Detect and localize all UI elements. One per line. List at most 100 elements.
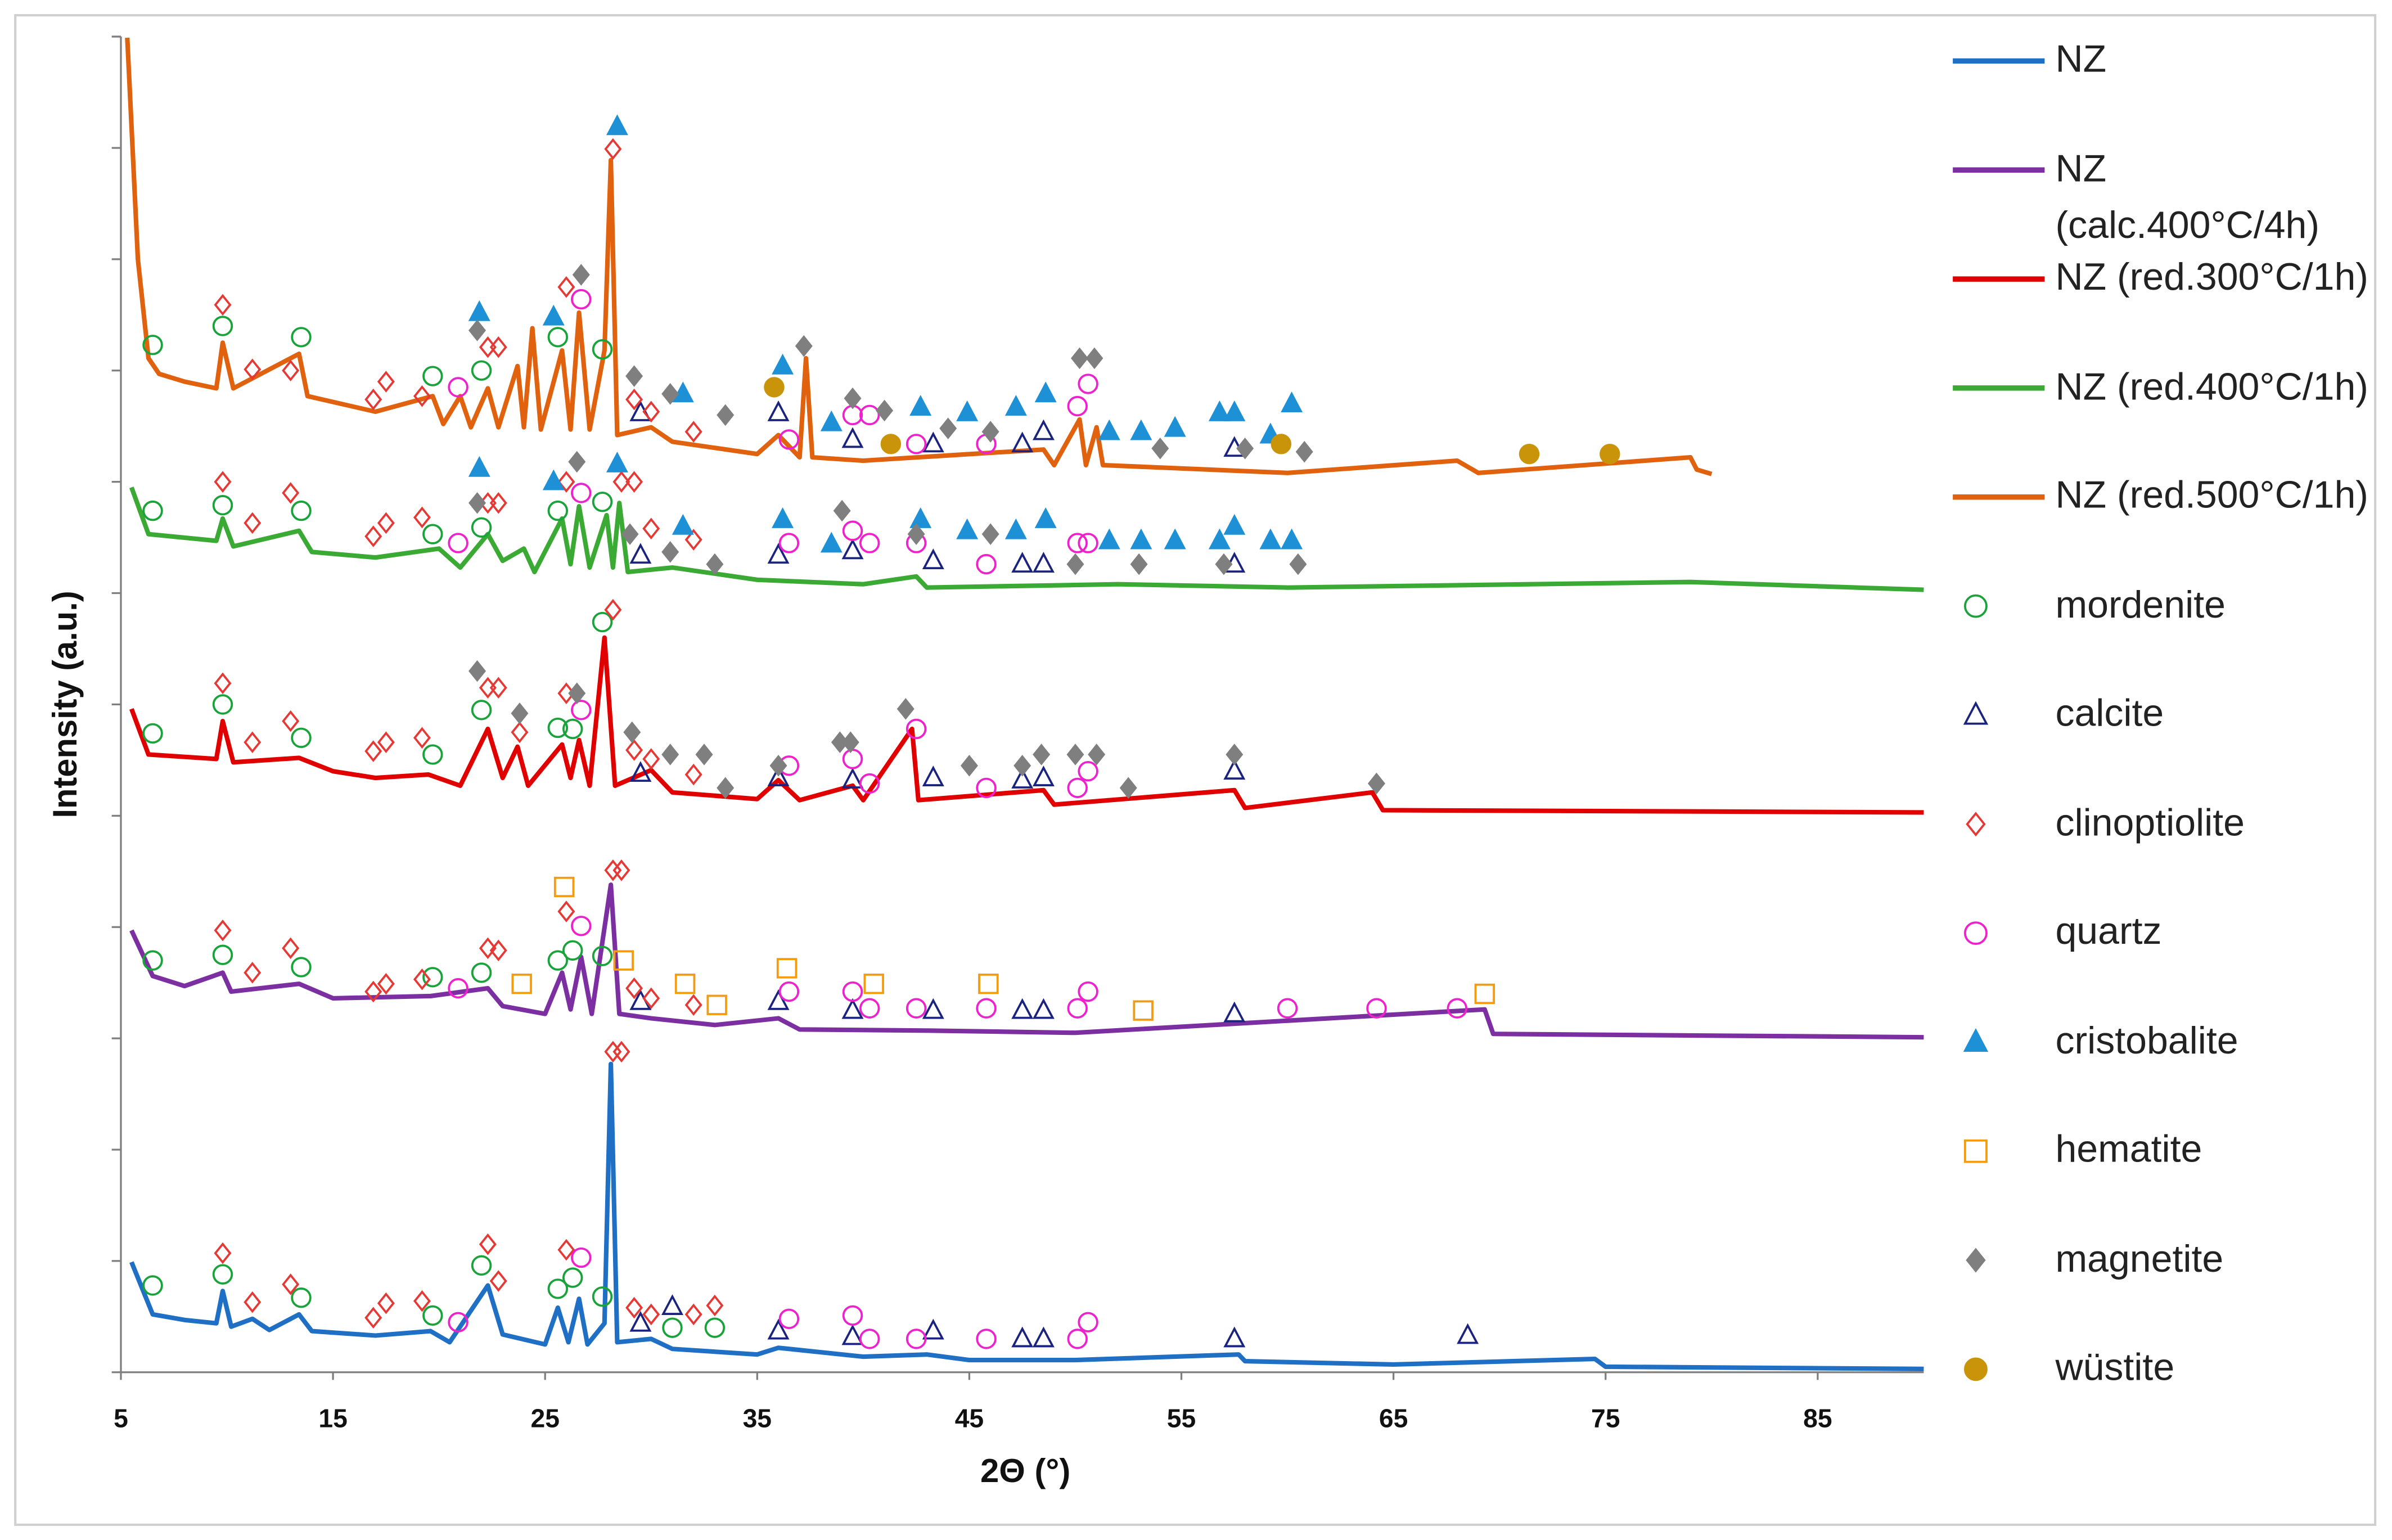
phase-marker xyxy=(897,698,915,720)
phase-marker xyxy=(976,1329,997,1349)
phase-marker xyxy=(1223,400,1246,421)
phase-marker xyxy=(1011,998,1034,1019)
x-tick-label: 65 xyxy=(1379,1403,1408,1433)
phase-marker xyxy=(859,533,880,553)
phase-marker xyxy=(956,518,979,539)
phase-marker xyxy=(413,1290,431,1312)
phase-marker xyxy=(909,395,932,416)
phase-marker xyxy=(841,427,864,448)
phase-marker xyxy=(625,977,643,999)
phase-marker xyxy=(684,529,702,551)
phase-marker xyxy=(1078,981,1098,1002)
phase-marker xyxy=(448,1312,469,1332)
phase-marker xyxy=(489,492,507,514)
phase-marker xyxy=(841,731,859,754)
phase-marker xyxy=(844,387,862,409)
phase-marker xyxy=(922,998,944,1019)
phase-marker xyxy=(772,507,794,528)
phase-marker xyxy=(764,377,785,398)
legend-label: NZ (red.400°C/1h) xyxy=(2055,365,2368,408)
phase-marker xyxy=(778,981,800,1002)
phase-marker xyxy=(562,1267,583,1288)
legend-label: hematite xyxy=(2055,1128,2202,1171)
phase-marker xyxy=(244,1291,262,1313)
phase-marker xyxy=(960,754,978,777)
phase-marker xyxy=(767,989,790,1010)
phase-marker xyxy=(674,973,696,994)
phase-marker xyxy=(1215,553,1233,575)
phase-marker xyxy=(471,517,492,538)
phase-marker xyxy=(1119,777,1137,799)
phase-marker xyxy=(542,469,565,490)
phase-marker xyxy=(772,353,794,375)
x-tick-label: 55 xyxy=(1167,1403,1196,1433)
phase-marker xyxy=(778,429,800,450)
phase-marker xyxy=(642,748,660,770)
phase-marker xyxy=(1367,772,1385,795)
phase-marker xyxy=(661,541,679,563)
phase-marker xyxy=(1271,434,1292,454)
phase-marker xyxy=(684,763,702,786)
phase-marker xyxy=(568,451,586,473)
phase-marker xyxy=(547,717,569,739)
phase-marker xyxy=(841,998,864,1019)
phase-marker xyxy=(1281,391,1303,413)
legend-label: clinoptiolite xyxy=(2055,801,2245,844)
phase-marker xyxy=(1151,437,1169,460)
phase-marker xyxy=(1295,440,1313,463)
legend-symbol xyxy=(1966,812,1986,837)
phase-marker xyxy=(922,766,944,786)
phase-marker xyxy=(684,1303,702,1326)
phase-marker xyxy=(1281,528,1303,550)
phase-marker xyxy=(422,524,443,544)
phase-marker xyxy=(606,452,628,472)
phase-marker xyxy=(592,339,613,360)
phase-marker xyxy=(468,300,490,321)
phase-marker xyxy=(1098,528,1120,550)
phase-marker xyxy=(1078,761,1098,782)
phase-marker xyxy=(469,492,486,514)
phase-marker xyxy=(511,721,529,744)
phase-marker xyxy=(1067,395,1088,417)
phase-marker xyxy=(142,335,163,355)
x-tick-label: 5 xyxy=(114,1403,128,1433)
phase-marker xyxy=(922,1318,944,1340)
phase-marker xyxy=(859,998,880,1019)
phase-marker xyxy=(1098,419,1120,440)
phase-marker xyxy=(776,958,798,979)
phase-marker xyxy=(604,138,622,160)
phase-marker xyxy=(1067,533,1088,553)
phase-marker xyxy=(557,276,575,298)
phase-marker xyxy=(364,525,382,547)
phase-marker xyxy=(1067,1329,1088,1349)
phase-marker xyxy=(612,859,630,881)
phase-marker xyxy=(469,319,486,341)
y-axis-title: Intensity (a.u.) xyxy=(46,591,84,818)
phase-marker xyxy=(778,1308,800,1329)
phase-marker xyxy=(212,694,233,715)
x-axis-title: 2Θ (°) xyxy=(980,1452,1070,1489)
phase-marker xyxy=(1447,998,1468,1019)
phase-marker xyxy=(625,365,643,387)
phase-marker xyxy=(976,553,997,575)
phase-marker xyxy=(842,981,863,1002)
phase-marker xyxy=(1223,1326,1246,1348)
phase-marker xyxy=(212,1264,233,1285)
phase-marker xyxy=(625,471,643,493)
phase-marker xyxy=(142,950,163,971)
phase-marker xyxy=(364,1307,382,1329)
phase-marker xyxy=(592,492,613,512)
phase-marker xyxy=(282,359,300,382)
phase-marker xyxy=(547,327,569,348)
phase-marker xyxy=(976,998,997,1019)
phase-marker xyxy=(612,1041,630,1063)
data-line xyxy=(129,635,1924,815)
phase-marker xyxy=(642,987,660,1010)
phase-marker xyxy=(625,388,643,411)
phase-marker xyxy=(592,1286,613,1307)
phase-marker xyxy=(842,1305,863,1326)
phase-marker xyxy=(364,980,382,1003)
phase-marker xyxy=(629,1311,652,1332)
legend-label: NZ xyxy=(2055,38,2107,81)
phase-marker xyxy=(571,1247,592,1268)
